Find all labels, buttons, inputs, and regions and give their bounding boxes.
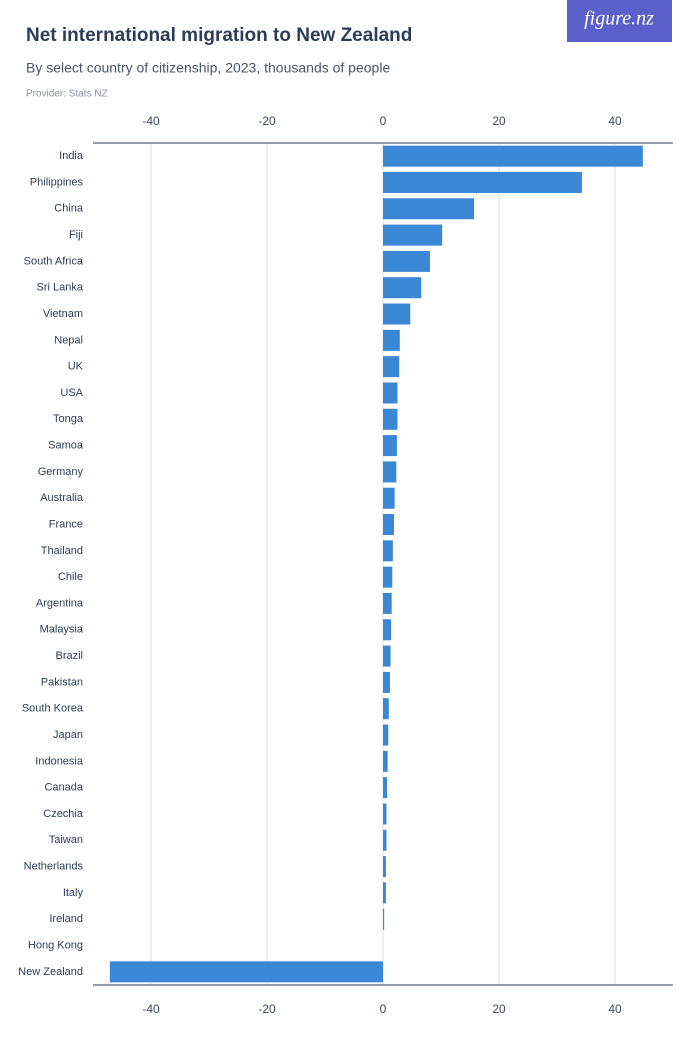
bar [383,908,385,930]
y-tick-label: Vietnam [43,308,83,320]
bar [109,961,383,983]
bar [383,303,411,325]
y-tick-label: Italy [63,887,84,899]
y-tick-label: Thailand [41,545,83,557]
bar [383,382,398,404]
y-tick-label: South Korea [22,703,84,715]
bar [383,750,388,772]
y-tick-label: Tonga [53,413,84,425]
y-tick-label: South Africa [24,255,84,267]
y-tick-label: New Zealand [18,966,83,978]
bar [383,671,390,693]
x-tick-label: 0 [380,1002,387,1016]
x-tick-label: -20 [258,1002,276,1016]
bar [383,619,392,641]
bar [383,724,389,746]
y-tick-label: Australia [40,492,84,504]
y-tick-label: Hong Kong [28,939,83,951]
bar [383,829,387,851]
chart-title: Net international migration to New Zeala… [26,25,412,46]
y-tick-label: Czechia [43,808,84,820]
bar [383,198,475,220]
y-tick-label: USA [60,387,83,399]
bar [383,408,398,430]
y-tick-label: Indonesia [35,755,84,767]
bar [383,698,389,720]
y-tick-label: Sri Lanka [37,282,84,294]
bar [383,566,393,588]
bar [383,145,643,167]
y-tick-label: China [54,203,84,215]
logo-box [567,0,672,42]
x-tick-label: -40 [142,1002,160,1016]
bar [383,514,395,536]
chart-subtitle: By select country of citizenship, 2023, … [26,60,390,76]
bar [383,592,392,614]
source: Provider: Stats NZ [26,89,108,100]
bar [383,882,386,904]
bar [383,171,582,193]
bar [383,461,397,483]
y-tick-label: Malaysia [40,624,84,636]
y-tick-label: Chile [58,571,83,583]
bar [383,856,386,878]
y-tick-label: Pakistan [41,676,83,688]
y-tick-label: India [59,150,84,162]
bar [383,803,387,825]
y-tick-label: Germany [38,466,84,478]
x-tick-label: -20 [258,114,276,128]
x-tick-label: 0 [380,114,387,128]
bar [383,540,393,562]
x-tick-label: 40 [608,114,622,128]
y-tick-label: Japan [53,729,83,741]
bar [383,329,400,351]
x-tick-label: 20 [492,1002,506,1016]
bar [383,356,400,378]
y-tick-label: Brazil [55,650,83,662]
y-tick-label: Canada [44,782,83,794]
y-tick-label: Ireland [49,913,83,925]
bar [383,777,388,799]
y-tick-label: Taiwan [49,834,83,846]
y-tick-label: Netherlands [24,861,84,873]
bar [383,250,430,272]
y-tick-label: Argentina [36,597,84,609]
y-tick-label: Fiji [69,229,83,241]
x-tick-label: 40 [608,1002,622,1016]
y-tick-label: Philippines [30,176,84,188]
x-tick-label: 20 [492,114,506,128]
bar [383,224,443,246]
bar [383,277,422,299]
bar [383,487,395,509]
logo: figure.nz [584,8,654,30]
bar [383,435,397,457]
y-tick-label: UK [68,361,84,373]
bar [383,645,391,667]
y-tick-label: France [49,518,83,530]
y-tick-label: Samoa [48,440,84,452]
x-tick-label: -40 [142,114,160,128]
y-tick-label: Nepal [54,334,83,346]
